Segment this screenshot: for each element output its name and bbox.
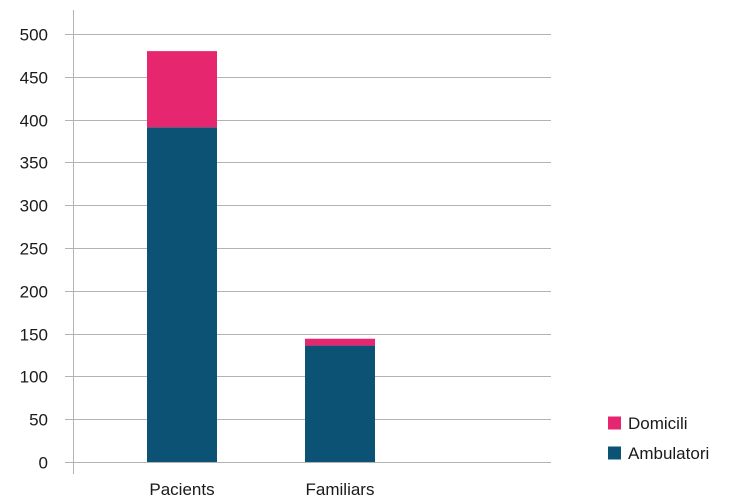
bar-pacients-domicili	[147, 51, 217, 128]
legend-swatch-ambulatori	[608, 446, 621, 460]
y-tick-label: 350	[20, 154, 48, 173]
x-category-label: Pacients	[149, 480, 214, 499]
legend-swatch-domicili	[608, 416, 621, 430]
y-tick-label: 400	[20, 112, 48, 131]
x-category-label: Familiars	[306, 480, 375, 499]
y-tick-label: 0	[39, 454, 48, 473]
x-axis-category-labels: Pacients Familiars	[149, 480, 374, 499]
y-axis-tick-labels: 0 50 100 150 200 250 300 350 400 450 500	[20, 26, 48, 473]
y-tick-label: 100	[20, 368, 48, 387]
bar-pacients-ambulatori	[147, 127, 217, 462]
bar-familiars-ambulatori	[305, 345, 375, 462]
y-tick-label: 50	[29, 411, 48, 430]
bars	[147, 51, 375, 462]
legend: Domicili Ambulatori	[608, 414, 709, 463]
y-tick-label: 150	[20, 326, 48, 345]
legend-label-domicili: Domicili	[628, 414, 688, 433]
y-tick-label: 500	[20, 26, 48, 45]
y-tick-label: 300	[20, 197, 48, 216]
y-tick-label: 200	[20, 283, 48, 302]
y-tick-label: 450	[20, 69, 48, 88]
bar-familiars-domicili	[305, 338, 375, 346]
legend-label-ambulatori: Ambulatori	[628, 444, 709, 463]
y-tick-label: 250	[20, 240, 48, 259]
gridlines	[65, 34, 551, 463]
